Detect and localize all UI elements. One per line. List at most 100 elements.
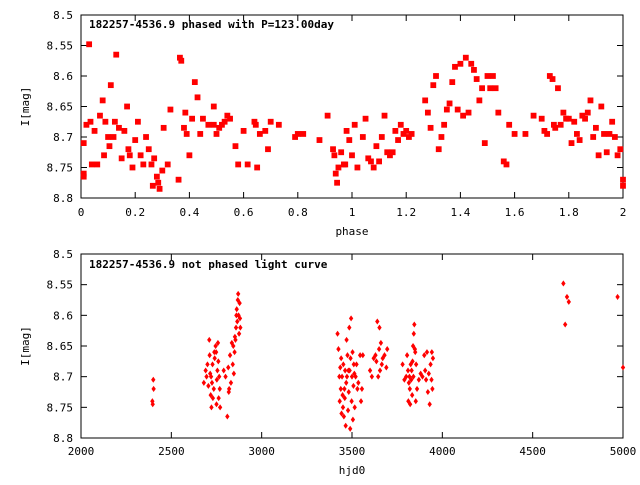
data-point (145, 146, 152, 153)
data-point (413, 398, 418, 405)
data-point (167, 106, 174, 113)
data-point (564, 293, 570, 300)
data-point (353, 373, 358, 380)
data-point (338, 355, 344, 362)
data-point (217, 385, 222, 392)
data-point (83, 121, 90, 128)
data-point (102, 118, 109, 125)
data-point (538, 115, 545, 122)
data-series (80, 41, 626, 192)
data-point (418, 370, 423, 377)
data-point (385, 346, 390, 353)
y-tick-label: 8.75 (47, 401, 74, 414)
y-tick-label: 8.5 (53, 9, 73, 22)
data-point (557, 121, 564, 128)
data-point (232, 143, 239, 150)
data-point (343, 422, 348, 429)
data-point (209, 379, 215, 386)
data-point (563, 321, 568, 328)
data-point (471, 67, 477, 73)
data-point (479, 85, 485, 92)
data-point (503, 161, 510, 168)
data-point (408, 131, 415, 137)
data-point (143, 134, 149, 140)
data-point (449, 79, 456, 85)
data-point (235, 161, 242, 168)
data-point (213, 349, 219, 356)
data-point (590, 134, 597, 140)
data-point (342, 385, 347, 392)
data-point (337, 398, 342, 405)
data-point (603, 149, 610, 156)
data-point (615, 293, 620, 300)
data-point (150, 401, 155, 408)
data-point (345, 352, 350, 359)
data-point (620, 182, 626, 189)
x-tick-label: 3000 (248, 445, 275, 458)
data-point (226, 364, 231, 371)
data-point (409, 367, 414, 374)
data-point (377, 367, 383, 374)
data-point (125, 146, 132, 153)
data-point (343, 127, 350, 134)
data-point (118, 155, 125, 162)
x-axis-label: phase (335, 225, 368, 238)
data-point (565, 115, 572, 122)
data-point (330, 146, 336, 153)
data-point (233, 336, 238, 343)
data-point (423, 367, 428, 374)
data-point (106, 143, 113, 150)
data-point (424, 109, 431, 116)
data-point (408, 361, 413, 368)
data-point (126, 152, 133, 159)
data-point (406, 398, 411, 405)
data-point (360, 352, 366, 359)
data-point (156, 185, 163, 192)
data-point (552, 124, 559, 131)
data-point (338, 364, 343, 371)
y-tick-label: 8.55 (47, 40, 74, 53)
data-point (404, 352, 410, 359)
unphased-panel: 2000 2500 3000 3500 4000 4500 5000 8.5 8.55 8.6 8.… (19, 248, 636, 477)
data-point (191, 79, 198, 85)
x-tick-label: 0 (78, 206, 85, 219)
data-point (375, 318, 380, 325)
data-point (151, 155, 158, 162)
data-point (87, 118, 94, 125)
data-point (380, 355, 385, 362)
y-tick-label: 8.75 (47, 162, 74, 175)
data-point (294, 131, 301, 137)
data-point (214, 401, 219, 408)
y-tick-label: 8.7 (53, 371, 73, 384)
plot-frame (80, 253, 624, 439)
data-point (205, 361, 210, 368)
data-point (336, 346, 341, 353)
data-point (462, 54, 469, 61)
data-point (511, 131, 518, 137)
data-point (376, 346, 382, 353)
data-point (80, 140, 87, 147)
data-point (370, 164, 377, 171)
data-point (262, 127, 269, 134)
data-point (362, 115, 369, 122)
x-tick-label: 4500 (519, 445, 546, 458)
data-point (342, 395, 347, 402)
data-point (410, 342, 416, 350)
data-point (344, 373, 350, 380)
data-point (352, 404, 357, 411)
data-point (214, 376, 220, 383)
data-point (374, 358, 379, 365)
data-point (443, 106, 450, 113)
data-point (389, 149, 396, 156)
data-point (342, 367, 348, 374)
data-point (137, 152, 144, 159)
data-point (200, 115, 206, 122)
data-point (349, 398, 354, 405)
data-point (225, 413, 230, 420)
data-point (204, 373, 209, 380)
x-tick-label: 1.6 (505, 206, 525, 219)
y-tick-label: 8.6 (53, 309, 73, 322)
data-point (561, 280, 566, 287)
data-point (252, 121, 259, 128)
